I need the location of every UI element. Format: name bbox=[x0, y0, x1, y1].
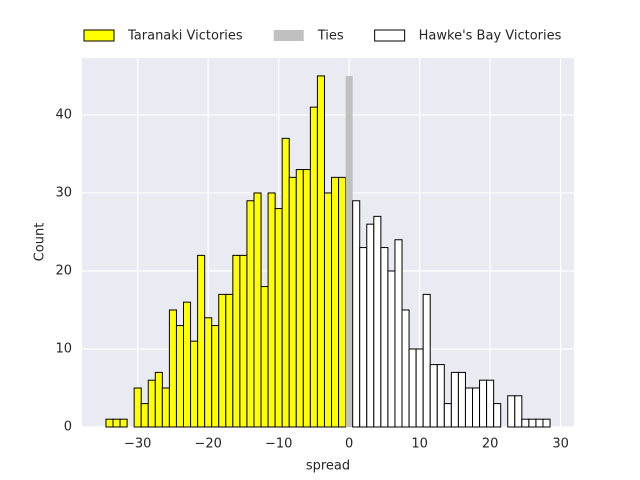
histogram-bar bbox=[486, 379, 495, 428]
histogram-bar bbox=[281, 137, 290, 428]
histogram-bar bbox=[197, 254, 206, 428]
histogram-bar bbox=[464, 387, 473, 428]
y-axis-label: Count bbox=[33, 223, 48, 262]
x-tick-label: −20 bbox=[194, 437, 221, 452]
histogram-bar bbox=[345, 75, 353, 427]
histogram-bar bbox=[514, 395, 523, 428]
histogram-bar bbox=[521, 418, 530, 428]
legend-label: Ties bbox=[317, 29, 344, 44]
y-tick-label: 20 bbox=[55, 263, 72, 278]
y-tick-label: 0 bbox=[64, 420, 72, 435]
histogram-bar bbox=[366, 223, 375, 428]
histogram-bar bbox=[168, 309, 177, 428]
histogram-bar bbox=[436, 364, 445, 428]
x-tick-label: 10 bbox=[411, 437, 428, 452]
histogram-bar bbox=[211, 325, 220, 428]
histogram-bar bbox=[352, 200, 361, 428]
x-axis-label: spread bbox=[306, 459, 350, 474]
histogram-bar bbox=[260, 286, 269, 428]
histogram-bar bbox=[147, 379, 156, 428]
histogram-bar bbox=[528, 418, 537, 428]
histogram-bar bbox=[133, 387, 142, 428]
histogram-bar bbox=[253, 192, 262, 428]
histogram-bar bbox=[535, 418, 544, 428]
histogram-bar bbox=[471, 387, 481, 428]
histogram-bar bbox=[331, 176, 340, 428]
y-tick-label: 30 bbox=[55, 185, 72, 200]
histogram-bar bbox=[450, 371, 459, 428]
histogram-bar bbox=[373, 215, 382, 428]
histogram-bar bbox=[218, 293, 227, 428]
histogram-bar bbox=[493, 403, 502, 428]
legend-swatch bbox=[374, 29, 406, 42]
histogram-bar bbox=[183, 301, 192, 428]
histogram-bar bbox=[246, 200, 255, 428]
x-tick-label: 30 bbox=[552, 437, 569, 452]
x-tick-label: −30 bbox=[124, 437, 151, 452]
histogram-bar bbox=[359, 247, 368, 428]
histogram-bar bbox=[387, 270, 396, 428]
histogram-bar bbox=[225, 293, 234, 428]
y-tick-label: 10 bbox=[55, 341, 72, 356]
histogram-bar bbox=[140, 403, 149, 428]
histogram-bar bbox=[323, 192, 333, 428]
legend-label: Taranaki Victories bbox=[127, 29, 243, 44]
histogram-bar bbox=[105, 418, 114, 428]
histogram-bar bbox=[429, 364, 438, 428]
histogram-bar bbox=[112, 418, 121, 428]
histogram-bar bbox=[394, 239, 403, 428]
histogram-bar bbox=[154, 371, 163, 428]
histogram-bar bbox=[161, 387, 170, 428]
x-tick-label: 20 bbox=[482, 437, 499, 452]
legend-swatch bbox=[273, 30, 304, 41]
histogram-bar bbox=[295, 169, 304, 428]
histogram-bar bbox=[457, 371, 466, 428]
histogram-bar bbox=[338, 176, 347, 428]
legend-label: Hawke's Bay Victories bbox=[419, 29, 562, 44]
y-tick-label: 40 bbox=[55, 107, 72, 122]
histogram-bar bbox=[507, 395, 516, 428]
histogram-bar bbox=[422, 293, 431, 428]
legend-swatch bbox=[83, 29, 115, 42]
histogram-bar bbox=[401, 309, 410, 428]
histogram-bar bbox=[288, 176, 297, 428]
histogram-bar bbox=[267, 192, 276, 428]
histogram-bar bbox=[542, 418, 551, 428]
histogram-bar bbox=[408, 348, 417, 428]
histogram-bar bbox=[316, 75, 325, 428]
histogram-bar bbox=[309, 106, 318, 428]
histogram-bar bbox=[175, 325, 185, 428]
histogram-bar bbox=[119, 418, 128, 428]
histogram-bar bbox=[302, 169, 311, 428]
x-tick-label: 0 bbox=[345, 437, 353, 452]
histogram-bar bbox=[190, 340, 199, 428]
histogram-bar bbox=[380, 247, 389, 428]
histogram-bar bbox=[274, 208, 283, 428]
histogram-bar bbox=[232, 254, 241, 428]
histogram-bar bbox=[443, 403, 452, 428]
x-tick-label: −10 bbox=[265, 437, 292, 452]
histogram-bar bbox=[239, 254, 248, 428]
histogram-bar bbox=[204, 317, 213, 428]
histogram-bar bbox=[415, 348, 424, 428]
histogram-bar bbox=[479, 379, 488, 428]
